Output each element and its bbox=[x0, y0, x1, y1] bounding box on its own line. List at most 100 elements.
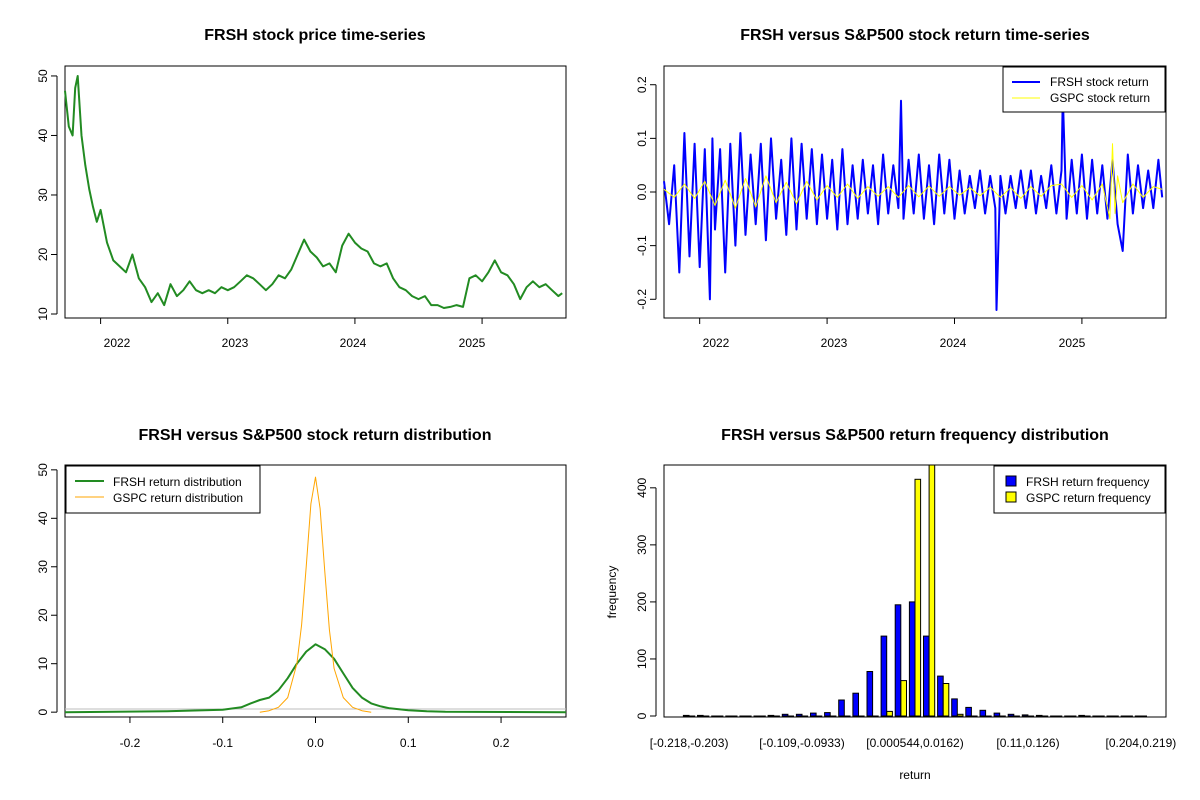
x-axis: 2022 2023 2024 2025 bbox=[699, 317, 1086, 350]
y-tick-label: 10 bbox=[36, 307, 50, 321]
bar-gspc bbox=[1126, 715, 1133, 717]
y-tick-label: 100 bbox=[635, 649, 649, 669]
x-tick-label: 2023 bbox=[222, 336, 249, 350]
legend-entry: FRSH return frequency bbox=[1026, 475, 1149, 489]
bar-frsh bbox=[979, 709, 987, 717]
series-line-frsh-density bbox=[64, 643, 567, 714]
x-tick-label: 2024 bbox=[940, 336, 967, 350]
y-tick-label: 20 bbox=[36, 247, 50, 261]
bar-gspc bbox=[1027, 715, 1035, 717]
bar-frsh bbox=[880, 635, 888, 717]
series-line-frsh-price bbox=[64, 75, 563, 309]
bar-gspc bbox=[1069, 715, 1077, 717]
y-tick-label: 0 bbox=[635, 712, 649, 719]
series-line-gspc-density bbox=[259, 476, 372, 713]
legend-swatch bbox=[1005, 491, 1017, 503]
y-tick-label: 50 bbox=[36, 463, 50, 477]
series-group bbox=[663, 94, 1164, 311]
y-tick-label: 200 bbox=[635, 592, 649, 612]
legend-entry: GSPC stock return bbox=[1050, 91, 1150, 105]
x-tick-label: 0.2 bbox=[493, 736, 510, 750]
x-tick-label: 0.0 bbox=[307, 736, 324, 750]
bar-gspc bbox=[759, 715, 766, 717]
series-group bbox=[64, 476, 567, 714]
y-tick-label: 0 bbox=[36, 708, 50, 715]
y-axis: 0 10 20 30 40 50 bbox=[36, 463, 58, 715]
y-tick-label: 50 bbox=[36, 69, 50, 83]
y-tick-label: 10 bbox=[36, 657, 50, 671]
bar-gspc bbox=[1013, 715, 1020, 717]
x-tick-label: 2022 bbox=[703, 336, 730, 350]
x-axis-label: return bbox=[899, 768, 930, 782]
x-tick-label: -0.2 bbox=[120, 736, 141, 750]
x-tick-label: [0.204,0.219) bbox=[1106, 736, 1177, 750]
y-tick-label: 20 bbox=[36, 608, 50, 622]
x-tick-label: [-0.109,-0.0933) bbox=[759, 736, 844, 750]
chart-title: FRSH versus S&P500 stock return distribu… bbox=[139, 427, 492, 444]
y-axis: 0 100 200 300 400 bbox=[635, 477, 657, 719]
bar-frsh bbox=[1134, 715, 1142, 717]
bar-gspc bbox=[801, 715, 809, 717]
bar-frsh bbox=[951, 698, 958, 717]
bar-frsh bbox=[1078, 714, 1085, 717]
chart-title: FRSH versus S&P500 return frequency dist… bbox=[721, 427, 1109, 444]
bar-gspc bbox=[1084, 715, 1091, 717]
bar-gspc bbox=[1098, 715, 1105, 717]
bar-gspc bbox=[730, 715, 738, 717]
bar-gspc bbox=[1055, 715, 1063, 717]
bar-gspc bbox=[999, 715, 1006, 717]
x-tick-label: [0.11,0.126) bbox=[996, 736, 1059, 750]
y-axis: -0.2 -0.1 0.0 0.1 0.2 bbox=[635, 76, 657, 310]
legend: FRSH return distribution GSPC return dis… bbox=[65, 465, 261, 514]
legend: FRSH stock return GSPC stock return bbox=[1002, 66, 1166, 113]
bar-frsh bbox=[697, 714, 704, 717]
bar-frsh bbox=[1106, 715, 1114, 717]
bar-frsh bbox=[1064, 715, 1071, 717]
bar-gspc bbox=[858, 715, 865, 717]
bar-frsh bbox=[795, 713, 803, 717]
bar-gspc bbox=[815, 715, 823, 717]
bar-gspc bbox=[787, 715, 795, 717]
y-axis-label: frequency bbox=[605, 566, 619, 619]
legend: FRSH return frequency GSPC return freque… bbox=[993, 465, 1166, 514]
y-tick-label: 40 bbox=[36, 511, 50, 525]
bar-gspc bbox=[1140, 715, 1148, 717]
x-tick-label: 2025 bbox=[459, 336, 486, 350]
y-tick-label: 40 bbox=[36, 128, 50, 142]
y-tick-label: -0.2 bbox=[635, 289, 649, 310]
bar-frsh bbox=[753, 715, 761, 717]
bar-frsh bbox=[1092, 715, 1100, 717]
bar-gspc bbox=[1041, 715, 1049, 717]
bar-gspc bbox=[872, 715, 879, 717]
bar-frsh bbox=[1007, 713, 1015, 717]
legend-swatch bbox=[1005, 475, 1017, 487]
x-tick-label: 2024 bbox=[340, 336, 367, 350]
panel-return-timeseries: FRSH versus S&P500 stock return time-ser… bbox=[635, 27, 1167, 350]
bar-gspc bbox=[1112, 715, 1119, 717]
bar-gspc bbox=[716, 715, 724, 717]
panel-return-frequency: FRSH versus S&P500 return frequency dist… bbox=[605, 427, 1176, 782]
series-line-gspc-return bbox=[663, 143, 1163, 220]
y-tick-label: 0.1 bbox=[635, 130, 649, 147]
y-tick-label: 30 bbox=[36, 560, 50, 574]
bar-frsh bbox=[824, 712, 831, 717]
chart-title: FRSH stock price time-series bbox=[204, 27, 426, 44]
bar-frsh bbox=[852, 692, 860, 717]
bar-gspc bbox=[702, 715, 710, 717]
bar-frsh bbox=[838, 699, 845, 717]
x-tick-label: [-0.218,-0.203) bbox=[650, 736, 729, 750]
bar-frsh bbox=[1021, 714, 1029, 717]
bar-gspc bbox=[886, 710, 893, 717]
bar-gspc bbox=[900, 680, 908, 717]
x-axis: -0.2 -0.1 0.0 0.1 0.2 bbox=[120, 716, 510, 750]
bar-frsh bbox=[781, 713, 789, 717]
bar-gspc bbox=[773, 715, 780, 717]
bar-gspc bbox=[985, 715, 992, 717]
bar-frsh bbox=[739, 715, 747, 717]
bar-frsh bbox=[711, 715, 718, 717]
bar-gspc bbox=[956, 713, 964, 717]
bar-gspc bbox=[928, 464, 936, 717]
bar-frsh bbox=[810, 712, 817, 717]
bar-frsh bbox=[1050, 715, 1057, 717]
